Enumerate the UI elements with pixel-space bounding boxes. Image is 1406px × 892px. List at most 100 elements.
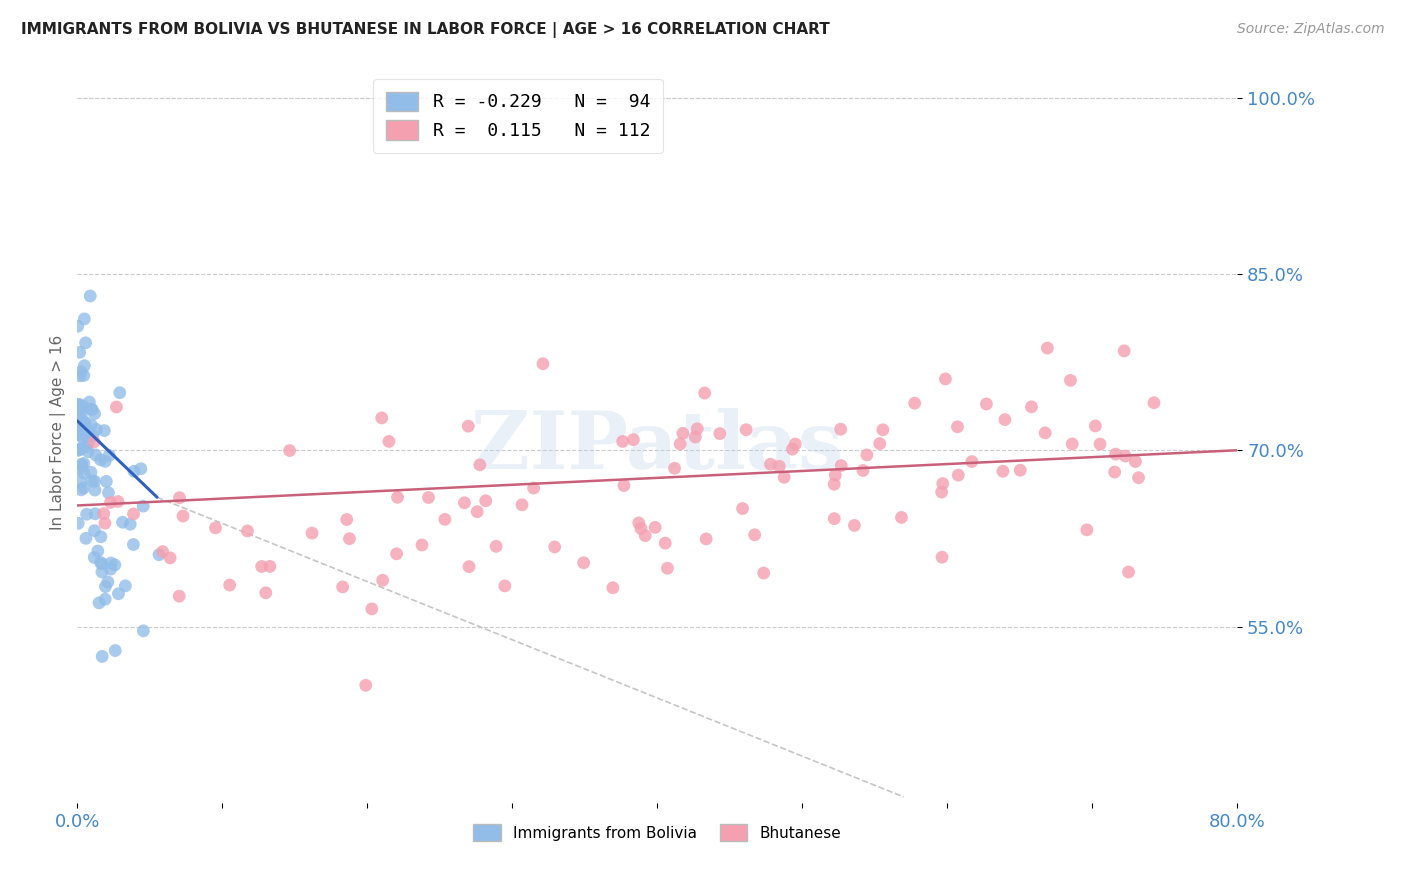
Point — [1118, 565, 1140, 579]
Point — [67, 427, 90, 442]
Point — [1114, 343, 1136, 358]
Point — [360, 602, 382, 616]
Point — [259, 559, 281, 574]
Point — [785, 437, 807, 451]
Point — [869, 436, 891, 450]
Point — [75, 335, 97, 350]
Point — [204, 521, 226, 535]
Point — [844, 518, 866, 533]
Point — [457, 419, 479, 434]
Point — [411, 538, 433, 552]
Point — [107, 587, 129, 601]
Point — [67, 463, 90, 477]
Point — [100, 495, 122, 509]
Point — [79, 289, 101, 303]
Point — [172, 509, 194, 524]
Point — [612, 434, 634, 449]
Point — [378, 434, 401, 449]
Point — [1036, 341, 1059, 355]
Point — [83, 475, 105, 489]
Point — [132, 624, 155, 638]
Point — [1010, 463, 1032, 477]
Point — [80, 418, 103, 433]
Point — [672, 426, 695, 441]
Point — [129, 461, 152, 475]
Point — [80, 402, 103, 417]
Point — [80, 465, 103, 479]
Point — [67, 516, 90, 531]
Point — [70, 402, 93, 417]
Point — [823, 511, 845, 525]
Point — [70, 413, 93, 427]
Point — [83, 550, 105, 565]
Point — [693, 386, 716, 401]
Point — [75, 420, 97, 434]
Point — [1104, 465, 1126, 479]
Point — [104, 558, 127, 572]
Point — [946, 419, 969, 434]
Point — [67, 399, 90, 413]
Point — [69, 417, 91, 431]
Point — [84, 507, 107, 521]
Legend: R = -0.229   N =  94, R =  0.115   N = 112: R = -0.229 N = 94, R = 0.115 N = 112 — [373, 78, 664, 153]
Point — [69, 417, 91, 431]
Point — [122, 507, 145, 521]
Point — [83, 524, 105, 538]
Point — [111, 515, 134, 529]
Point — [948, 468, 970, 483]
Point — [531, 357, 554, 371]
Point — [1105, 447, 1128, 461]
Point — [613, 478, 636, 492]
Point — [768, 459, 790, 474]
Point — [77, 425, 100, 440]
Point — [73, 457, 96, 471]
Point — [634, 528, 657, 542]
Point — [152, 544, 174, 558]
Point — [1059, 373, 1081, 387]
Point — [73, 429, 96, 443]
Point — [79, 395, 101, 409]
Point — [69, 442, 91, 456]
Point — [1114, 449, 1136, 463]
Point — [72, 399, 94, 413]
Point — [90, 452, 112, 467]
Point — [66, 397, 89, 411]
Point — [70, 458, 93, 472]
Point — [664, 461, 686, 475]
Point — [630, 521, 652, 535]
Point — [960, 454, 983, 468]
Point — [686, 422, 709, 436]
Point — [73, 312, 96, 326]
Point — [994, 412, 1017, 426]
Point — [70, 425, 93, 439]
Point — [73, 467, 96, 481]
Point — [934, 372, 956, 386]
Point — [218, 578, 240, 592]
Point — [301, 526, 323, 541]
Point — [418, 491, 440, 505]
Point — [90, 530, 112, 544]
Point — [84, 448, 107, 462]
Point — [752, 566, 775, 580]
Point — [523, 481, 546, 495]
Point — [97, 485, 120, 500]
Point — [91, 557, 114, 571]
Point — [91, 649, 114, 664]
Point — [94, 454, 117, 468]
Point — [278, 443, 301, 458]
Point — [669, 437, 692, 451]
Point — [93, 507, 115, 521]
Point — [122, 537, 145, 551]
Point — [75, 532, 97, 546]
Point — [735, 423, 758, 437]
Point — [1125, 454, 1147, 468]
Point — [852, 463, 875, 477]
Point — [67, 403, 90, 417]
Point — [433, 512, 456, 526]
Point — [70, 475, 93, 489]
Point — [453, 496, 475, 510]
Point — [336, 512, 359, 526]
Point — [1128, 471, 1150, 485]
Point — [856, 448, 879, 462]
Point — [709, 426, 731, 441]
